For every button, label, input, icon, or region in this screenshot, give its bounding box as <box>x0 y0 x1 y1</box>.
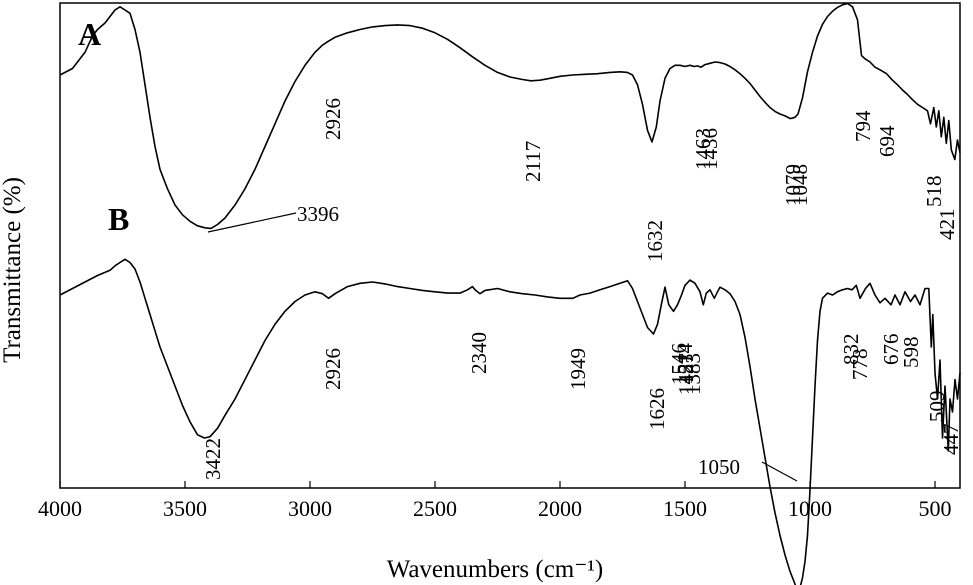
peak-label-A-518: 518 <box>922 176 946 208</box>
peak-label-B-1383: 1383 <box>681 353 705 395</box>
peak-label-B-1427: 1427 <box>674 353 698 395</box>
series-group: AB <box>59 2 961 585</box>
axes <box>59 2 961 489</box>
x-tick-label-500: 500 <box>919 496 952 521</box>
peak-label-A-1463: 1463 <box>691 128 715 170</box>
peak-label-B-1626: 1626 <box>645 388 669 430</box>
peak-label-B-2926: 2926 <box>321 348 345 390</box>
peak-label-A-2926: 2926 <box>321 98 345 140</box>
x-axis-label: Wavenumbers (cm⁻¹) <box>387 556 604 583</box>
x-tick-label-3500: 3500 <box>163 496 207 521</box>
peak-label-A-1436: 1436 <box>698 128 722 170</box>
series-line-B <box>59 258 961 585</box>
plot-frame <box>59 2 961 489</box>
peak-label-A-2117: 2117 <box>521 141 545 182</box>
peak-label-A-1079: 1079 <box>781 164 805 206</box>
peak-label-A-794: 794 <box>851 110 875 142</box>
peak-label-B-2340: 2340 <box>467 332 491 374</box>
peak-label-A-3396: 3396 <box>297 202 339 226</box>
peak-label-B-832: 832 <box>839 334 863 366</box>
peak-label-B-676: 676 <box>879 334 903 366</box>
peak-label-A-421: 421 <box>935 209 959 241</box>
peak-label-A-694: 694 <box>875 125 899 157</box>
peak-label-B-1546: 1546 <box>667 343 691 385</box>
leader-A-3396 <box>207 212 297 233</box>
peak-label-B-778: 778 <box>848 349 872 381</box>
peak-label-B-447: 447 <box>939 424 963 456</box>
peak-label-B-509: 509 <box>925 391 949 423</box>
x-tick-label-2000: 2000 <box>538 496 582 521</box>
series-line-A <box>59 2 961 230</box>
x-tick-label-2500: 2500 <box>413 496 457 521</box>
x-ticks: 4000 3500 3000 2500 2000 1500 1000 500 <box>38 481 952 521</box>
x-tick-label-1500: 1500 <box>663 496 707 521</box>
series-label-B: B <box>108 201 129 237</box>
peak-label-B-3422: 3422 <box>201 438 225 480</box>
leader-B-1050 <box>761 461 798 482</box>
peak-label-A-1632: 1632 <box>643 220 667 262</box>
peak-label-A-1048: 1048 <box>788 164 812 206</box>
peak-label-B-1949: 1949 <box>566 348 590 390</box>
peak-label-B-598: 598 <box>899 337 923 369</box>
x-tick-label-4000: 4000 <box>38 496 82 521</box>
peak-label-B-1050: 1050 <box>698 455 740 479</box>
x-tick-label-3000: 3000 <box>288 496 332 521</box>
y-axis-label: Transmittance (%) <box>0 177 26 363</box>
series-label-A: A <box>78 16 101 52</box>
peak-label-B-1514: 1514 <box>673 343 697 386</box>
